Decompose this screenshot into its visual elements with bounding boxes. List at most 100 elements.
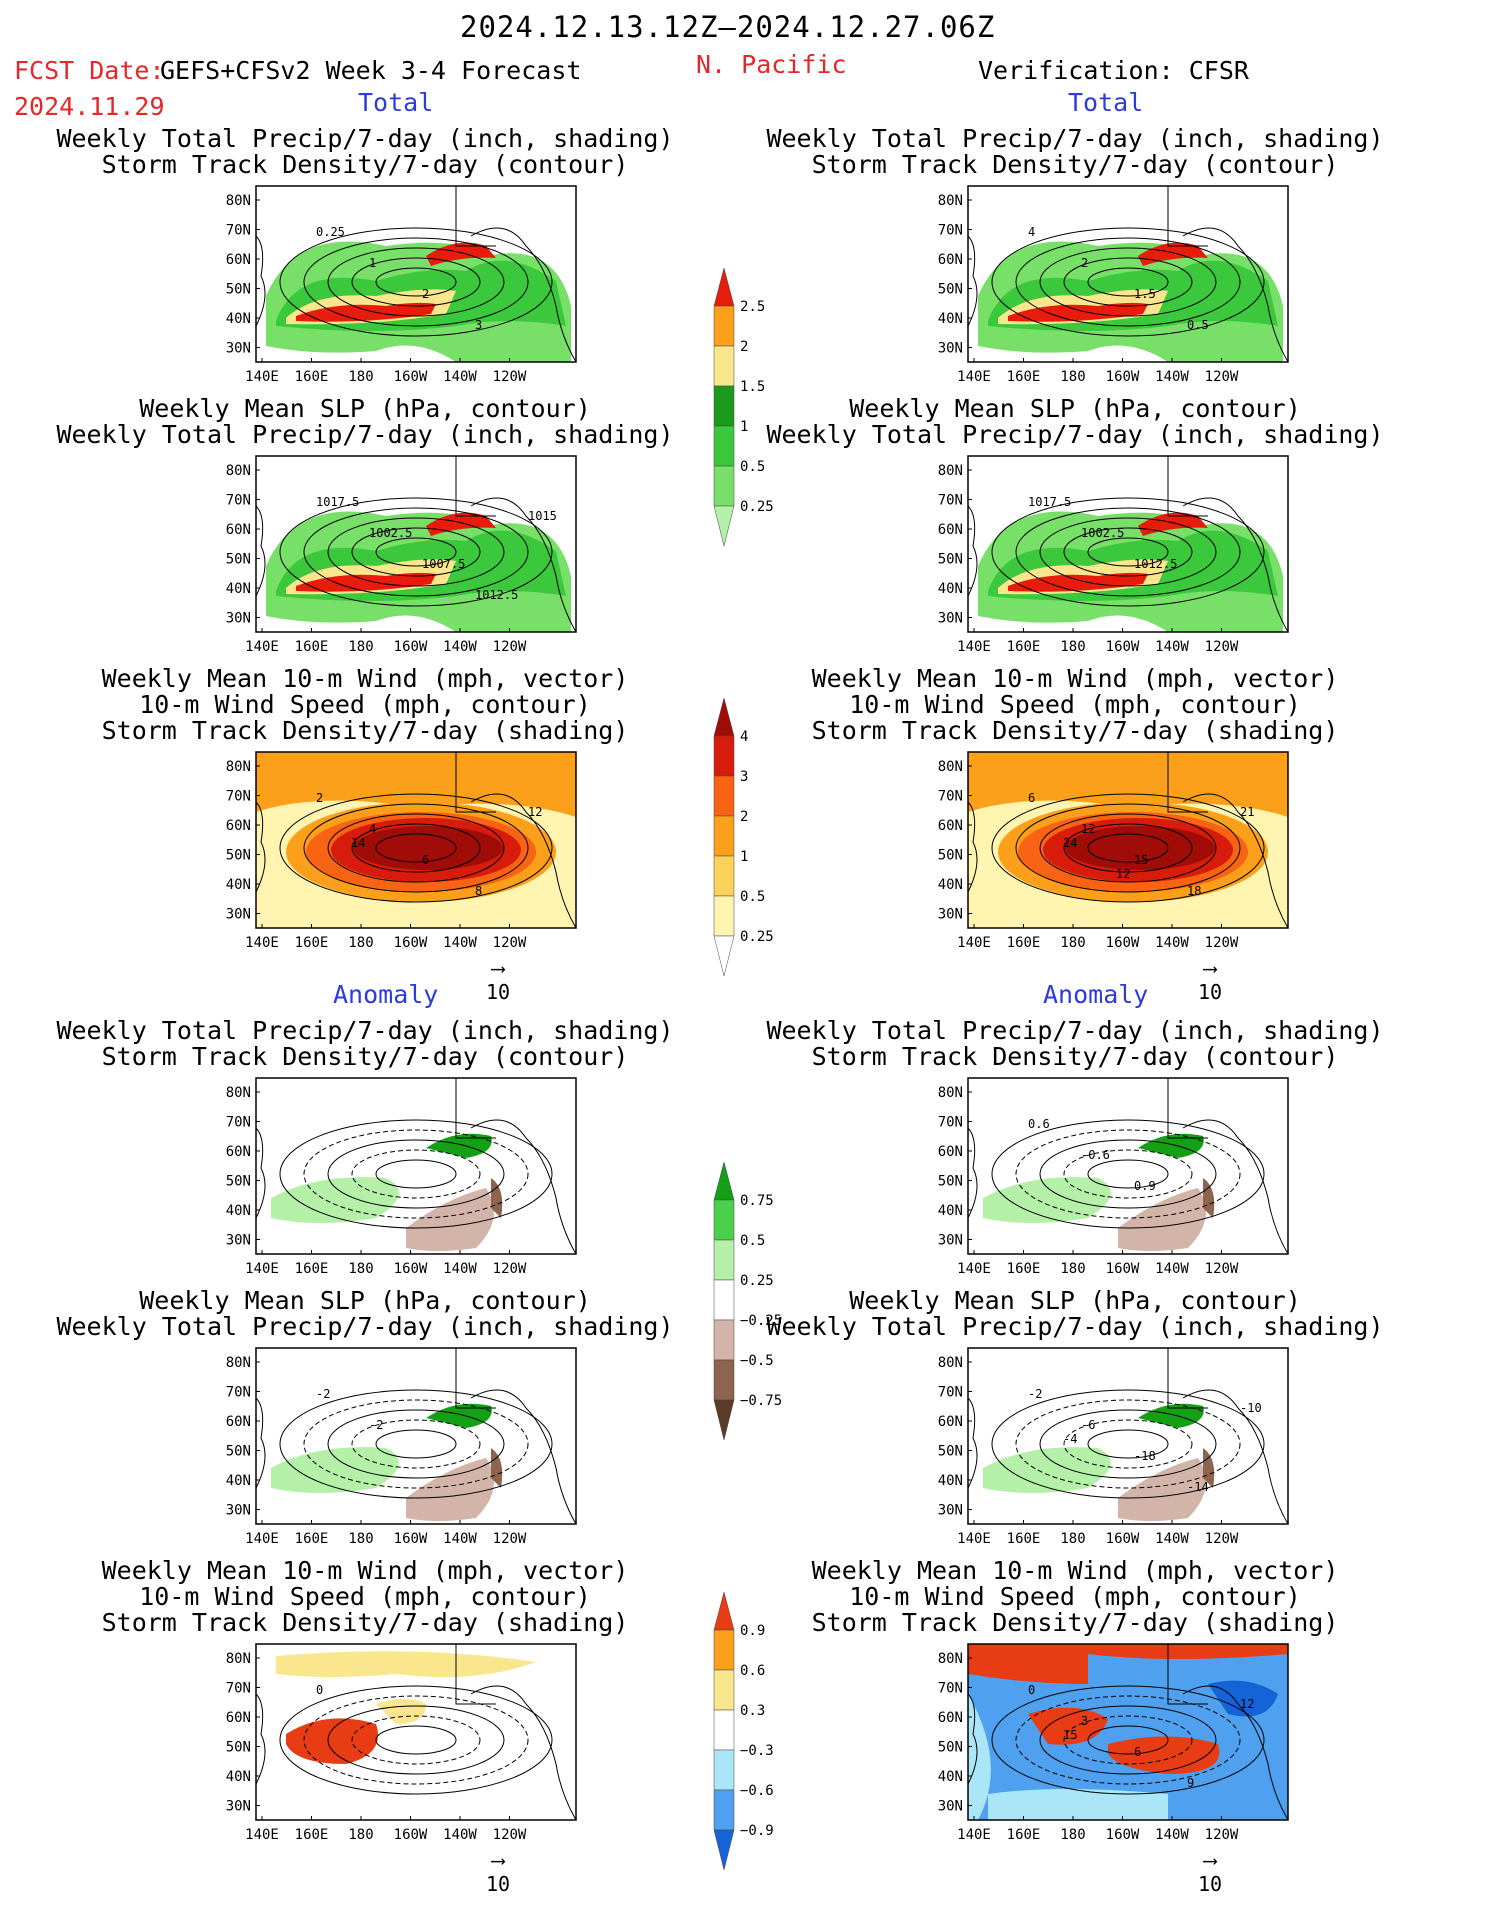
lon-tick-label: 180 [348, 639, 373, 655]
map-svg: 6 12 15 18 21 24 12 80N 70N 60N 50N 40N 30N 140E 160E 1… [938, 751, 1289, 951]
contour-line [1039, 813, 1217, 883]
contour-line [1087, 1159, 1169, 1189]
lat-tick-label: 30N [938, 1503, 963, 1519]
contour-line [327, 813, 505, 883]
contour-label: 1.5 [1134, 287, 1156, 301]
lat-tick-label: 50N [938, 1444, 963, 1460]
colorbar-tick-label: 0.6 [740, 1663, 765, 1679]
contour-label: -18 [1134, 1449, 1156, 1463]
contour-label: 0 [316, 1683, 323, 1697]
lon-tick-label: 160E [295, 1827, 329, 1843]
lat-tick-label: 80N [226, 463, 251, 479]
contour-line [1063, 823, 1193, 873]
lat-tick-label: 70N [226, 1681, 251, 1697]
contour-label: -10 [1240, 1401, 1262, 1415]
map-panel-forecast-anom-wind: 0 80N 70N 60N 50N 40N 30N 140E 160E 180 160W 140W 12… [210, 1642, 586, 1848]
model-title: GEFS+CFSv2 Week 3-4 Forecast [160, 56, 582, 85]
contour-line [991, 1119, 1265, 1229]
contour-label: 6 [1028, 791, 1035, 805]
lat-tick-label: 40N [938, 1473, 963, 1489]
lat-tick-label: 70N [938, 789, 963, 805]
lat-tick-label: 60N [226, 252, 251, 268]
lat-tick-label: 30N [226, 1233, 251, 1249]
contour-line [303, 1695, 529, 1785]
lon-tick-label: 160E [1007, 1261, 1041, 1277]
contour-line [1087, 1429, 1169, 1459]
colorbar-tick-label: −0.6 [740, 1783, 774, 1799]
lat-tick-label: 80N [226, 1355, 251, 1371]
panel-title-fl3: Weekly Mean 10-m Wind (mph, vector) 10-m … [101, 664, 629, 745]
colorbar-tick-label: 2.5 [740, 299, 765, 315]
contour-line [1015, 1695, 1241, 1785]
lon-tick-label: 120W [1205, 639, 1239, 655]
lon-tick-label: 140W [1155, 639, 1189, 655]
vector-ref-vr6: ⟶ 10 [1197, 1848, 1223, 1896]
lat-tick-label: 80N [226, 193, 251, 209]
contour-label: 2 [316, 791, 323, 805]
panel-title-fl1: Weekly Total Precip/7-day (inch, shading… [56, 124, 674, 179]
verification-total-label: Total [1068, 88, 1144, 117]
lon-tick-label: 140E [957, 369, 991, 385]
colorbar-swatch [713, 697, 735, 737]
lon-tick-label: 120W [493, 1531, 527, 1547]
contour-line [1087, 537, 1169, 567]
lon-tick-label: 140W [443, 639, 477, 655]
contour-label: 6 [422, 853, 429, 867]
lat-tick-label: 80N [226, 759, 251, 775]
lat-tick-label: 30N [226, 907, 251, 923]
contour-line [351, 1715, 481, 1765]
verification-anomaly-label: Anomaly [1043, 980, 1149, 1009]
contour-line [279, 227, 553, 337]
contour-label: 12 [1081, 822, 1095, 836]
lon-tick-label: 160W [394, 935, 428, 951]
colorbar-swatch [713, 1279, 735, 1321]
contour-line [303, 1129, 529, 1219]
colorbar-tick-label: 1.5 [740, 379, 765, 395]
colorbar-swatch [713, 1359, 735, 1401]
lon-tick-label: 140E [245, 1261, 279, 1277]
contour-line [1087, 833, 1169, 863]
panel-title-fl2: Weekly Mean SLP (hPa, contour) Weekly Tot… [56, 394, 674, 449]
colorbar-tick-label: 0.5 [740, 459, 765, 475]
panel-title-vr1: Weekly Total Precip/7-day (inch, shading… [766, 124, 1384, 179]
lat-tick-label: 60N [938, 1144, 963, 1160]
colorbar-tick-label: 2 [740, 339, 748, 355]
contour-line [303, 803, 529, 893]
colorbar-swatch [713, 1591, 735, 1631]
colorbar-tick-label: −0.75 [740, 1393, 782, 1409]
contour-label: -6 [1081, 1418, 1095, 1432]
contour-line [351, 257, 481, 307]
lon-tick-label: 120W [1205, 1827, 1239, 1843]
lon-tick-label: 120W [493, 369, 527, 385]
contour-line [1087, 1725, 1169, 1755]
contour-line [1015, 1399, 1241, 1489]
map-svg: -2 -2 80N 70N 60N 50N 40N 30N 140E 160E 180 160W 140… [226, 1347, 577, 1547]
lon-tick-label: 140E [245, 369, 279, 385]
lat-tick-label: 70N [226, 1115, 251, 1131]
lat-tick-label: 70N [938, 1115, 963, 1131]
contour-line [279, 1119, 553, 1229]
lat-tick-label: 70N [938, 493, 963, 509]
lon-tick-label: 120W [493, 639, 527, 655]
colorbar-storm-anom: 0.9 0.6 0.3 −0.3 −0.6 −0.9 [712, 1590, 792, 1882]
lon-tick-label: 140E [957, 1827, 991, 1843]
colorbar-svg: 0.9 0.6 0.3 −0.3 −0.6 −0.9 [713, 1591, 774, 1871]
map-svg: 0 80N 70N 60N 50N 40N 30N 140E 160E 180 160W 140W 12… [226, 1643, 577, 1843]
contour-line [351, 527, 481, 577]
map-panel-verif-anom-wind: 0 3 6 9 12 15 80N 70N 60N 50N 40N 30N 140E 160E 180 160… [922, 1642, 1298, 1848]
colorbar-swatch [713, 1239, 735, 1281]
contour-line [351, 1419, 481, 1469]
lat-tick-label: 30N [226, 611, 251, 627]
contour-line [991, 1389, 1265, 1499]
contour-line [375, 833, 457, 863]
contour-line [991, 497, 1265, 607]
lat-tick-label: 70N [226, 1385, 251, 1401]
contour-label: 1017.5 [316, 495, 359, 509]
lon-tick-label: 180 [1060, 369, 1085, 385]
lon-tick-label: 120W [493, 935, 527, 951]
contour-line [375, 1159, 457, 1189]
map-panel-verif-anom-slp: -2 -6 -18 -14 -10 -4 80N 70N 60N 50N 40N 30N 140E 160… [922, 1346, 1298, 1552]
contour-label: -2 [316, 1387, 330, 1401]
contour-line [279, 497, 553, 607]
map-panel-verif-total-precip: 4 2 1.5 0.5 80N 70N 60N 50N 40N 30N 140E 160E 180 160… [922, 184, 1298, 390]
